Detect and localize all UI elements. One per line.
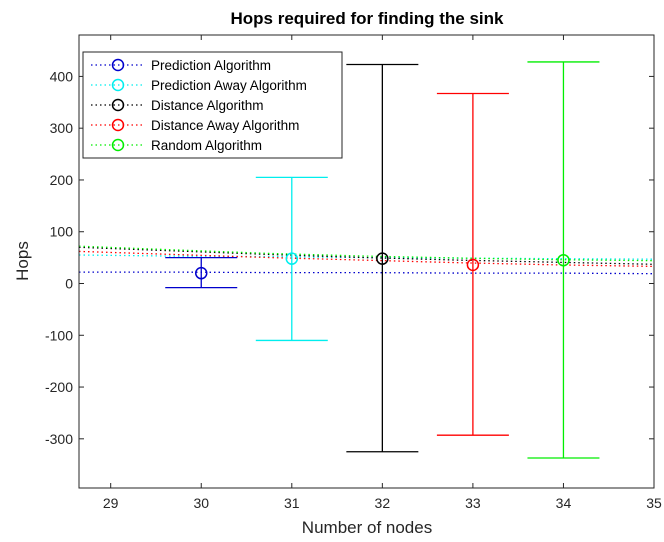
- x-tick-label: 32: [375, 495, 391, 511]
- y-axis-label: Hops: [13, 241, 32, 281]
- trend-line-1: [79, 271, 655, 275]
- x-tick-label: 31: [284, 495, 300, 511]
- errorbar-series-1: [165, 256, 238, 289]
- y-tick-label: 400: [50, 68, 74, 84]
- errorbar-series-2: [255, 176, 328, 342]
- data-point-marker: [376, 252, 389, 265]
- legend-entry-4[interactable]: Distance Away Algorithm: [91, 118, 299, 133]
- legend-marker: [111, 98, 125, 112]
- x-axis-label: Number of nodes: [302, 518, 432, 537]
- y-tick-label: 200: [50, 172, 74, 188]
- legend-label: Random Algorithm: [151, 138, 262, 153]
- x-tick-label: 33: [465, 495, 481, 511]
- y-tick-label: 0: [65, 276, 73, 292]
- errorbar-series-4: [436, 92, 509, 436]
- trend-line-3: [78, 246, 655, 265]
- legend-entry-1[interactable]: Prediction Algorithm: [91, 58, 271, 73]
- data-point-marker: [466, 258, 480, 272]
- errorbar-series-5: [527, 61, 600, 459]
- trend-line-5: [78, 245, 655, 262]
- y-tick-label: -100: [45, 327, 73, 343]
- data-point-marker: [557, 253, 570, 267]
- axes-frame: [78, 34, 655, 489]
- legend-entry-5[interactable]: Random Algorithm: [91, 138, 262, 153]
- x-tick-label: 29: [103, 495, 119, 511]
- y-tick-label: -200: [45, 379, 73, 395]
- x-tick-label: 30: [193, 495, 209, 511]
- errorbar-series-3: [346, 63, 419, 453]
- legend-marker: [111, 118, 125, 132]
- x-tick-label: 34: [556, 495, 572, 511]
- chart-title: Hops required for finding the sink: [231, 9, 505, 28]
- y-tick-label: 300: [50, 120, 74, 136]
- legend-label: Distance Algorithm: [151, 98, 264, 113]
- error-bars: [165, 61, 600, 459]
- legend-label: Prediction Algorithm: [151, 58, 271, 73]
- legend-marker: [111, 138, 125, 152]
- legend-label: Distance Away Algorithm: [151, 118, 299, 133]
- x-tick-label: 35: [646, 495, 662, 511]
- legend-entry-2[interactable]: Prediction Away Algorithm: [91, 78, 307, 93]
- legend-marker: [111, 78, 125, 92]
- legend-box: [82, 51, 343, 159]
- data-point-marker: [194, 266, 208, 280]
- trend-lines: [78, 245, 655, 275]
- trend-line-2: [78, 254, 655, 260]
- legend-entry-3[interactable]: Distance Algorithm: [91, 98, 264, 113]
- legend[interactable]: Prediction Algorithm Prediction Away Algo…: [82, 51, 343, 159]
- legend-label: Prediction Away Algorithm: [151, 78, 307, 93]
- data-point-marker: [285, 252, 299, 265]
- axes: 29 30 31 32 33 34 35 400 300 200 100 0 -100 -200 -300: [45, 34, 662, 511]
- y-tick-label: -300: [45, 431, 73, 447]
- trend-line-4: [78, 250, 655, 268]
- legend-marker: [111, 58, 125, 72]
- y-tick-label: 100: [50, 224, 74, 240]
